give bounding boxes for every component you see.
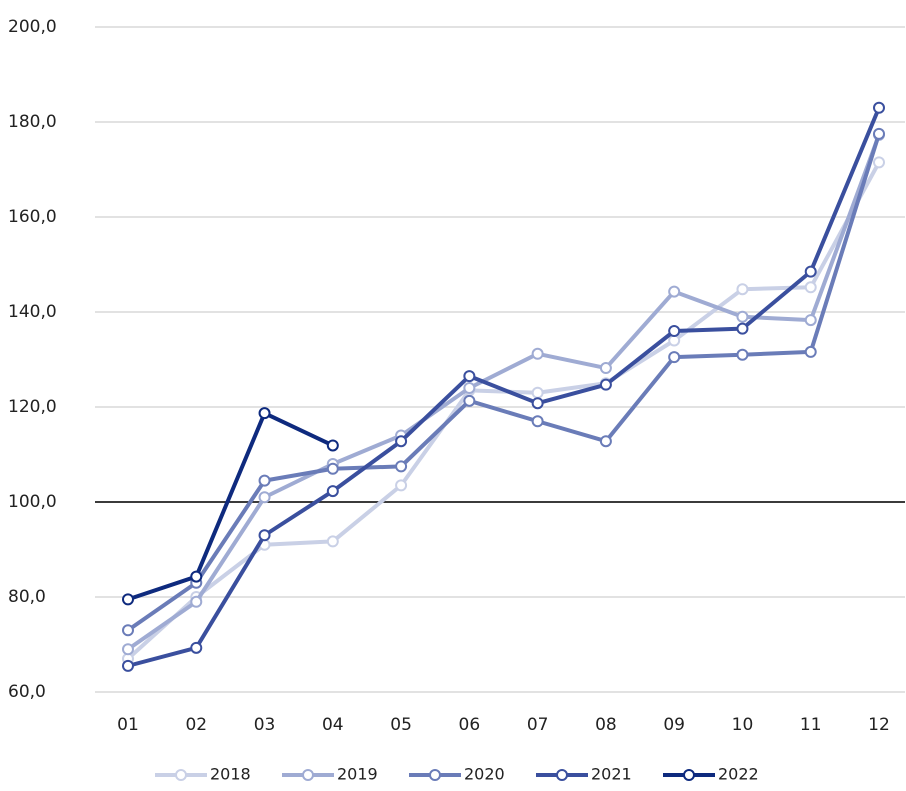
data-point [873,127,885,140]
data-point [258,491,271,504]
data-point [804,265,817,278]
data-point [599,435,612,448]
data-point [804,281,817,294]
data-point [122,643,134,656]
data-point [736,283,749,296]
data-point [599,362,612,375]
data-point [190,570,203,583]
y-tick-label: 60,0 [8,682,46,702]
data-point [326,439,339,452]
x-tick-label: 07 [527,715,549,735]
y-tick-label: 120,0 [8,397,57,417]
data-point [190,595,203,608]
data-point [463,394,476,407]
data-point [668,325,681,337]
data-point [122,593,134,606]
legend-label: 2020 [464,765,505,784]
data-point [326,485,339,498]
x-tick-label: 01 [117,715,139,735]
data-point [873,101,885,114]
data-point [531,415,544,428]
data-point [736,322,749,335]
series-line [126,133,881,632]
y-tick-label: 180,0 [8,112,57,132]
data-point [736,348,749,361]
y-tick-label: 100,0 [8,492,57,512]
data-point [395,479,408,492]
series-line [127,106,881,668]
data-point [463,382,476,394]
data-point [531,347,544,360]
x-tick-label: 06 [459,715,481,735]
legend-marker [556,769,568,781]
data-point [668,285,681,298]
data-point [531,397,544,410]
data-point [804,314,817,327]
data-point [122,659,134,672]
legend-marker [683,769,695,781]
data-point [531,386,544,399]
legend-label: 2021 [591,765,632,784]
data-point [599,378,612,391]
y-tick-label: 160,0 [8,207,57,227]
data-point [190,641,203,654]
x-tick-label: 05 [390,715,412,735]
data-point [873,156,885,169]
legend-marker [429,769,441,781]
data-point [258,474,271,487]
data-point [326,535,339,548]
data-point [258,529,271,542]
x-tick-label: 12 [868,715,890,735]
legend-marker [302,769,314,781]
x-tick-label: 09 [663,715,685,735]
y-tick-label: 80,0 [8,587,46,607]
x-tick-label: 04 [322,715,344,735]
x-tick-label: 10 [732,715,754,735]
data-point [804,345,817,358]
data-point [736,310,749,323]
x-tick-label: 02 [185,715,207,735]
x-tick-label: 03 [254,715,276,735]
x-tick-label: 11 [800,715,822,735]
legend-marker [175,769,187,781]
y-tick-label: 140,0 [8,302,57,322]
data-point [395,460,408,473]
data-point [463,370,476,383]
data-point [668,351,681,364]
data-point [395,435,408,448]
x-tick-label: 08 [595,715,617,735]
data-point [258,407,271,420]
data-point [326,462,339,475]
legend-label: 2019 [337,765,378,784]
y-tick-label: 200,0 [8,17,57,37]
legend-label: 2018 [210,765,251,784]
data-point [122,624,134,637]
series-line [127,411,334,602]
legend-label: 2022 [718,765,759,784]
